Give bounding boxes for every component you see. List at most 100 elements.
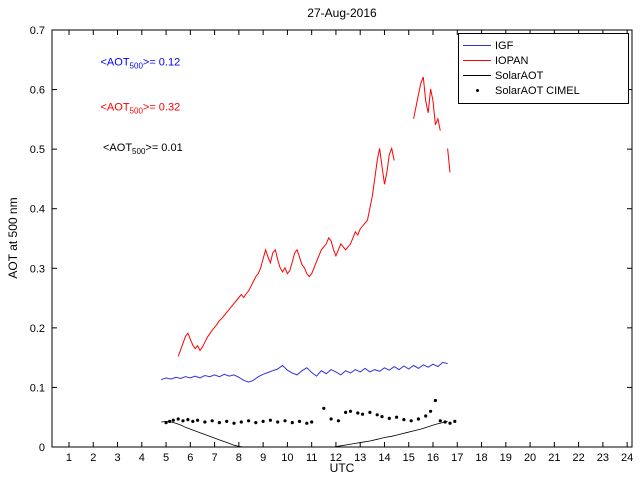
x-tick-label: 11 [306,452,317,464]
legend-items: IGF IOPAN SolarAOT SolarAOT CIMEL [459,38,628,98]
series-point-solaraot-cimel [329,417,333,421]
series-point-solaraot-cimel [433,398,437,403]
legend-label: IGF [495,39,514,52]
series-point-solaraot-cimel [305,421,309,425]
legend-label: SolarAOT CIMEL [495,84,580,97]
legend-label: IOPAN [495,54,529,67]
x-tick-label: 15 [403,452,415,464]
series-point-solaraot-cimel [356,411,360,415]
series-point-solaraot-cimel [232,421,236,425]
legend-line-marker-icon [459,60,495,61]
series-point-solaraot-cimel [168,419,172,423]
series-point-solaraot-cimel [322,406,326,410]
series-point-solaraot-cimel [268,418,272,422]
y-tick-label: 0.2 [30,323,45,335]
series-solaraot [161,420,244,448]
series-point-solaraot-cimel [375,413,379,417]
series-iopan [177,146,395,357]
y-tick-label: 0.3 [30,263,45,275]
legend-label: SolarAOT [495,69,544,82]
series-point-solaraot-cimel [443,420,447,424]
legend-dot-marker-icon [459,89,495,92]
series-point-solaraot-cimel [210,419,214,423]
x-tick-label: 13 [354,452,366,464]
series-point-solaraot-cimel [176,417,180,421]
legend-item-igf: IGF [459,38,628,53]
series-point-solaraot-cimel [225,419,229,423]
x-tick-label: 8 [236,452,242,464]
series-solaraot [333,421,448,448]
x-tick-label: 23 [597,452,609,464]
x-tick-label: 22 [572,452,584,464]
y-tick-label: 0.4 [30,204,45,216]
series-point-solaraot-cimel [368,410,372,414]
legend-item-solaraot: SolarAOT [459,68,628,83]
series-point-solaraot-cimel [380,415,384,419]
mean-aot-annotation: <AOT500>= 0.32 [101,101,181,115]
legend-line-marker-icon [459,45,495,46]
x-tick-label: 19 [500,452,512,464]
legend-line-marker-icon [459,75,495,76]
x-tick-label: 24 [621,452,633,464]
series-point-solaraot-cimel [424,414,428,418]
series-point-solaraot-cimel [247,419,251,423]
series-point-solaraot-cimel [261,419,265,423]
x-tick-label: 18 [475,452,487,464]
x-tick-label: 7 [212,452,218,464]
x-tick-label: 17 [451,452,463,464]
chart-title: 27-Aug-2016 [307,6,377,20]
series-point-solaraot-cimel [361,412,365,416]
series-point-solaraot-cimel [310,420,314,424]
series-point-solaraot-cimel [395,415,399,419]
series-point-solaraot-cimel [191,419,195,423]
mean-aot-annotation: <AOT500>= 0.12 [101,57,181,71]
x-tick-label: 4 [139,452,145,464]
series-point-solaraot-cimel [416,417,420,421]
series-point-solaraot-cimel [336,419,340,423]
series-point-solaraot-cimel [164,421,168,425]
series-point-solaraot-cimel [290,421,294,425]
x-tick-label: 20 [524,452,536,464]
x-tick-label: 3 [114,452,120,464]
series-point-solaraot-cimel [402,418,406,422]
series-point-solaraot-cimel [196,418,200,422]
x-tick-label: 9 [260,452,266,464]
y-tick-label: 0 [39,442,45,454]
x-tick-label: 1 [66,452,72,464]
series-point-solaraot-cimel [429,409,433,413]
x-tick-label: 5 [163,452,169,464]
x-tick-label: 10 [281,452,293,464]
series-point-solaraot-cimel [344,410,348,414]
mean-aot-annotation: <AOT500>= 0.01 [103,142,183,156]
series-point-solaraot-cimel [217,421,221,425]
legend-item-solaraot-cimel: SolarAOT CIMEL [459,83,628,98]
series-point-solaraot-cimel [297,419,302,423]
x-tick-label: 2 [90,452,96,464]
series-iopan [447,148,451,173]
series-point-solaraot-cimel [254,421,258,425]
axes-box [51,29,633,448]
series-igf [161,361,448,383]
x-axis-label: UTC [329,461,355,475]
series-point-solaraot-cimel [203,420,207,424]
series-point-solaraot-cimel [276,420,280,424]
series-point-solaraot-cimel [453,419,457,423]
series-iopan [413,76,441,131]
series-point-solaraot-cimel [348,409,353,413]
series-point-solaraot-cimel [409,419,413,423]
series-point-solaraot-cimel [171,418,175,422]
y-tick-label: 0.1 [30,382,45,394]
x-tick-label: 6 [187,452,193,464]
series-point-solaraot-cimel [448,421,452,425]
series-point-solaraot-cimel [181,419,185,423]
series-point-solaraot-cimel [438,419,442,423]
series-point-solaraot-cimel [387,416,391,420]
series-point-solaraot-cimel [186,418,190,422]
series-point-solaraot-cimel [283,419,287,423]
y-tick-label: 0.6 [30,85,45,97]
x-tick-label: 16 [427,452,439,464]
legend-item-iopan: IOPAN [459,53,628,68]
legend: IGF IOPAN SolarAOT SolarAOT CIMEL [458,33,629,104]
